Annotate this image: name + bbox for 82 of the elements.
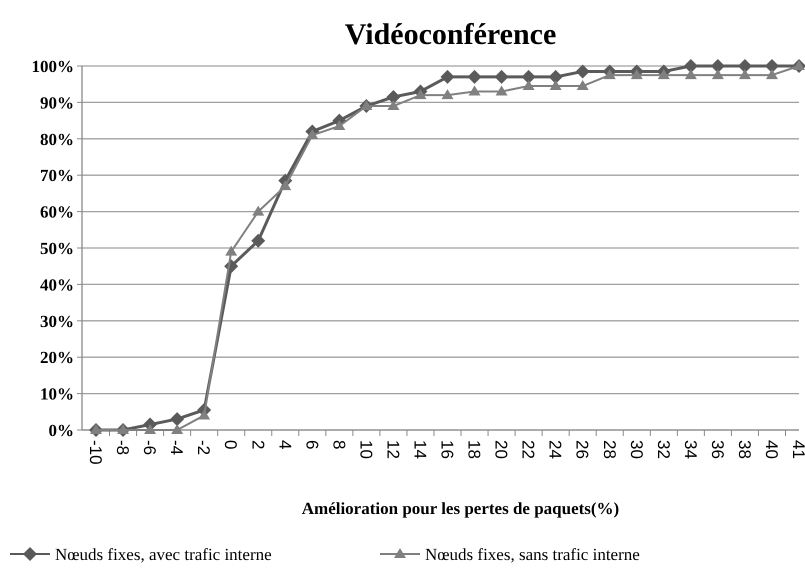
x-tick-label: 14 xyxy=(410,440,430,459)
point xyxy=(279,180,292,190)
y-tick-label: 50% xyxy=(40,238,74,258)
point xyxy=(684,59,698,73)
point xyxy=(442,89,454,100)
point xyxy=(710,59,725,73)
y-tick-label: 30% xyxy=(40,312,74,331)
x-tick-label: 12 xyxy=(383,440,402,459)
y-tick-label: 0% xyxy=(48,420,74,440)
point xyxy=(251,234,266,248)
point xyxy=(360,100,372,110)
x-tick-label: 6 xyxy=(302,440,322,450)
point xyxy=(496,85,508,96)
y-tick-label: 90% xyxy=(40,93,74,112)
point xyxy=(252,206,264,216)
y-tick-label: 80% xyxy=(40,130,74,149)
legend-label: Nœuds fixes, avec trafic interne xyxy=(55,544,272,564)
x-tick-label: 8 xyxy=(329,440,348,450)
x-tick-label: 16 xyxy=(438,440,457,459)
point xyxy=(738,59,752,73)
point xyxy=(604,69,616,80)
point xyxy=(171,424,184,434)
y-tick-label: 40% xyxy=(40,275,74,294)
x-tick-label: -4 xyxy=(167,440,186,456)
x-tick-label: 18 xyxy=(464,440,484,459)
legend-label: Nœuds fixes, sans trafic interne xyxy=(425,544,640,564)
point xyxy=(548,70,563,84)
point xyxy=(522,70,536,84)
y-tick-label: 20% xyxy=(40,348,74,368)
point xyxy=(658,69,670,80)
point xyxy=(576,80,589,90)
point xyxy=(333,120,346,130)
point xyxy=(468,85,481,96)
point xyxy=(170,412,184,426)
point xyxy=(387,100,400,110)
point xyxy=(522,80,535,90)
point xyxy=(684,69,697,80)
point xyxy=(630,69,643,80)
point xyxy=(576,64,590,78)
point xyxy=(414,89,426,100)
point xyxy=(225,246,238,256)
y-tick-label: 60% xyxy=(40,202,74,222)
point xyxy=(440,70,454,84)
point xyxy=(198,409,210,420)
y-tick-label: 100% xyxy=(32,56,74,76)
chart-title: Vidéoconférence xyxy=(344,18,556,51)
x-tick-label: 4 xyxy=(275,440,294,450)
y-tick-label: 10% xyxy=(40,384,74,404)
x-tick-label: 28 xyxy=(600,440,619,459)
x-tick-label: 34 xyxy=(680,440,700,459)
point xyxy=(738,69,751,80)
point xyxy=(793,60,805,70)
point xyxy=(468,70,482,84)
point xyxy=(386,90,400,104)
x-tick-label: -6 xyxy=(140,440,160,456)
x-tick-label: 20 xyxy=(492,440,511,459)
point xyxy=(117,424,130,434)
point xyxy=(712,69,724,80)
x-tick-label: 26 xyxy=(572,440,592,459)
point xyxy=(90,424,102,434)
x-tick-label: -10 xyxy=(86,440,106,465)
x-tick-label: -8 xyxy=(113,440,132,456)
point xyxy=(494,70,509,84)
y-tick-label: 70% xyxy=(40,166,74,186)
x-tick-label: 0 xyxy=(221,440,240,450)
x-tick-label: 41 xyxy=(789,440,805,459)
point xyxy=(306,129,318,140)
x-tick-label: 24 xyxy=(546,440,565,459)
point xyxy=(764,59,779,73)
x-tick-label: 30 xyxy=(626,440,646,459)
point xyxy=(144,424,156,434)
x-tick-label: 40 xyxy=(762,440,782,459)
x-tick-label: 2 xyxy=(248,440,268,450)
x-tick-label: 38 xyxy=(734,440,754,459)
x-tick-label: 22 xyxy=(518,440,538,459)
point xyxy=(766,69,778,80)
x-tick-label: -2 xyxy=(194,440,214,456)
x-tick-label: 32 xyxy=(654,440,673,459)
point xyxy=(550,80,562,90)
x-axis-title: Amélioration pour les pertes de paquets(%) xyxy=(302,499,620,518)
x-tick-label: 10 xyxy=(356,440,376,459)
x-tick-label: 36 xyxy=(708,440,727,459)
